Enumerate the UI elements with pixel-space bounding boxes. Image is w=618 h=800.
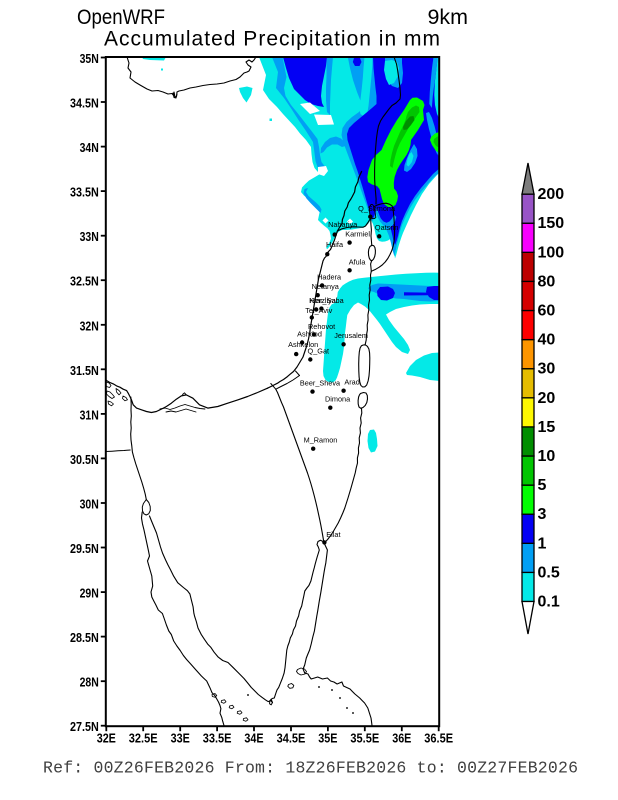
- svg-text:Beer_Sheva: Beer_Sheva: [300, 379, 341, 388]
- svg-text:32N: 32N: [80, 318, 99, 333]
- svg-text:Accumulated Precipitation in m: Accumulated Precipitation in mm: [104, 28, 440, 51]
- svg-text:32E: 32E: [97, 731, 116, 746]
- svg-text:Kfar_Saba: Kfar_Saba: [309, 296, 344, 305]
- svg-text:35.5E: 35.5E: [350, 731, 379, 746]
- svg-text:Hadera: Hadera: [317, 273, 342, 282]
- svg-text:Dimona: Dimona: [325, 395, 351, 404]
- svg-text:80: 80: [538, 273, 556, 290]
- svg-text:Ref: 00Z26FEB2026 From: 18Z26F: Ref: 00Z26FEB2026 From: 18Z26FEB2026 to:…: [43, 759, 578, 778]
- svg-text:Jerusalem: Jerusalem: [334, 331, 368, 340]
- svg-text:34.5N: 34.5N: [70, 96, 99, 111]
- svg-text:0.5: 0.5: [538, 564, 560, 581]
- svg-text:31N: 31N: [80, 407, 99, 422]
- svg-text:0.1: 0.1: [538, 594, 560, 611]
- svg-text:Haifa: Haifa: [326, 240, 344, 249]
- svg-text:9km: 9km: [428, 6, 469, 29]
- svg-text:Ashdod: Ashdod: [297, 330, 322, 339]
- svg-text:Rehovot: Rehovot: [308, 322, 335, 331]
- svg-text:100: 100: [538, 244, 565, 261]
- svg-text:Eilat: Eilat: [326, 530, 340, 539]
- svg-text:28N: 28N: [80, 675, 99, 690]
- svg-text:1: 1: [538, 535, 547, 552]
- svg-text:33.5E: 33.5E: [203, 731, 232, 746]
- svg-text:M_Ramon: M_Ramon: [304, 436, 338, 445]
- svg-text:3: 3: [538, 506, 547, 523]
- svg-text:Q_Gat: Q_Gat: [308, 347, 330, 356]
- svg-text:32.5N: 32.5N: [70, 274, 99, 289]
- svg-text:31.5N: 31.5N: [70, 363, 99, 378]
- svg-text:OpenWRF: OpenWRF: [77, 6, 165, 29]
- svg-text:15: 15: [538, 419, 556, 436]
- svg-text:Q_Shmona: Q_Shmona: [358, 204, 396, 213]
- svg-text:34.5E: 34.5E: [277, 731, 306, 746]
- svg-text:36.5E: 36.5E: [424, 731, 453, 746]
- svg-text:150: 150: [538, 215, 565, 232]
- svg-text:33.5N: 33.5N: [70, 185, 99, 200]
- svg-text:Herzliya: Herzliya: [310, 296, 337, 305]
- svg-text:33N: 33N: [80, 229, 99, 244]
- svg-text:34E: 34E: [244, 731, 263, 746]
- svg-text:30.5N: 30.5N: [70, 452, 99, 467]
- svg-text:Qatsrin: Qatsrin: [375, 223, 399, 232]
- svg-text:29N: 29N: [80, 586, 99, 601]
- svg-text:32.5E: 32.5E: [129, 731, 158, 746]
- svg-text:36E: 36E: [392, 731, 411, 746]
- svg-text:Afula: Afula: [349, 257, 367, 266]
- svg-text:35N: 35N: [80, 51, 99, 66]
- svg-text:Nahariya: Nahariya: [328, 220, 358, 229]
- svg-text:28.5N: 28.5N: [70, 630, 99, 645]
- svg-text:5: 5: [538, 477, 547, 494]
- svg-text:10: 10: [538, 448, 556, 465]
- svg-text:34N: 34N: [80, 140, 99, 155]
- svg-text:27.5N: 27.5N: [70, 719, 99, 734]
- svg-text:Ashkelon: Ashkelon: [288, 340, 318, 349]
- svg-text:35E: 35E: [318, 731, 337, 746]
- svg-text:Tel_Aviv: Tel_Aviv: [305, 306, 332, 315]
- svg-text:Arad: Arad: [344, 378, 359, 387]
- svg-text:Netanya: Netanya: [312, 282, 340, 291]
- svg-text:60: 60: [538, 303, 556, 320]
- svg-text:200: 200: [538, 186, 565, 203]
- svg-text:Karmiel: Karmiel: [345, 229, 370, 238]
- svg-text:20: 20: [538, 390, 556, 407]
- svg-text:30N: 30N: [80, 497, 99, 512]
- svg-text:40: 40: [538, 332, 556, 349]
- svg-text:33E: 33E: [171, 731, 190, 746]
- svg-text:29.5N: 29.5N: [70, 541, 99, 556]
- svg-text:30: 30: [538, 361, 556, 378]
